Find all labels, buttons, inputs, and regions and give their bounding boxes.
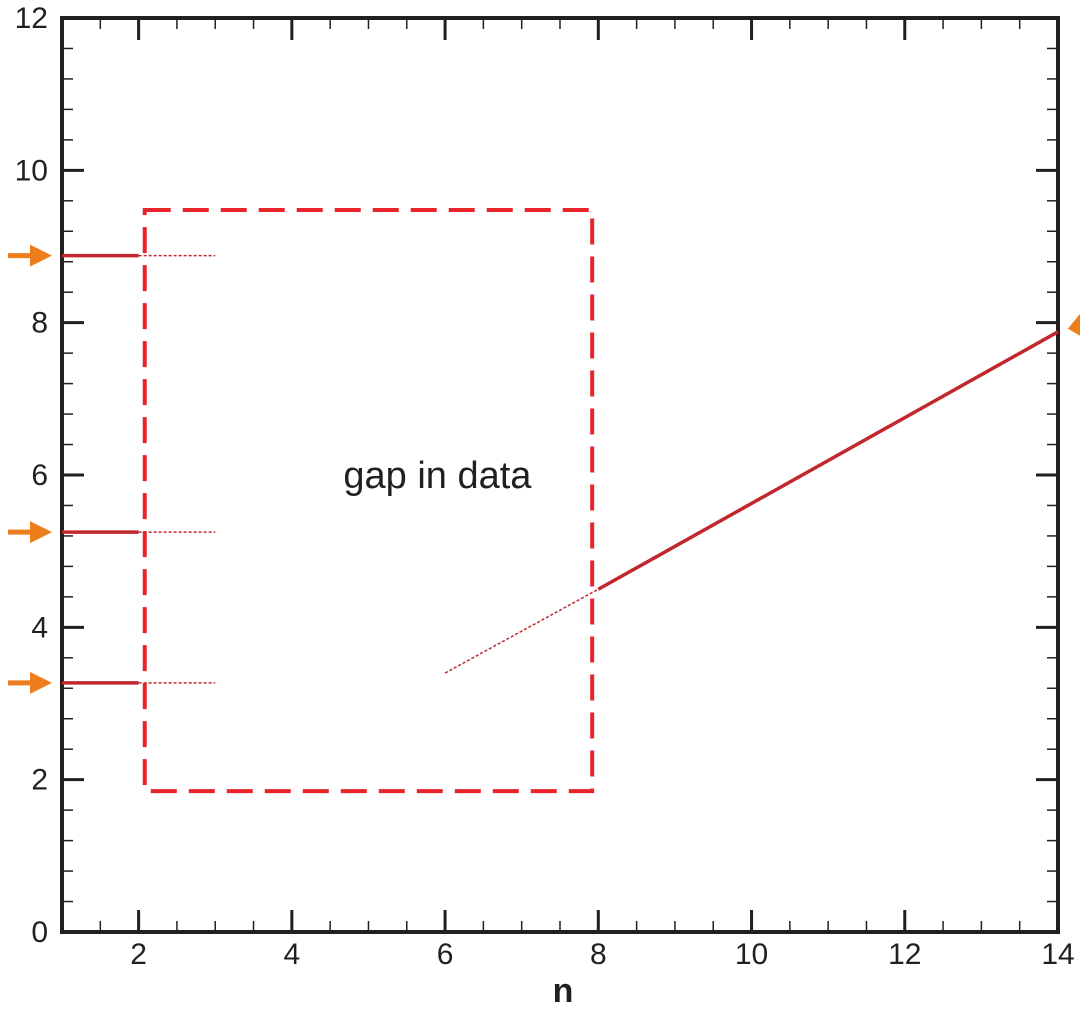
arrow-marker-head [1068, 313, 1080, 336]
y-tick-label: 10 [15, 154, 48, 187]
arrow-marker-head [30, 244, 52, 267]
plot-frame [60, 16, 1060, 934]
plot-border [60, 16, 1060, 934]
x-tick-label: 14 [1041, 938, 1074, 971]
x-tick-label: 2 [130, 938, 147, 971]
series-line-solid [597, 330, 1059, 591]
x-tick-label: 4 [284, 938, 301, 971]
series-line-dotted [444, 588, 599, 674]
y-tick-label: 8 [31, 307, 48, 340]
arrow-marker-head [30, 521, 52, 544]
labels: 2 4 6 8 10 12 14 0 2 4 6 8 10 12 n gap in data [15, 2, 1075, 1010]
y-tick-label: 6 [31, 459, 48, 492]
arrow-markers [8, 244, 1080, 694]
y-tick-label: 0 [31, 916, 48, 949]
gap-rectangle [142, 207, 595, 794]
x-tick-label: 10 [735, 938, 768, 971]
y-tick-label: 12 [15, 2, 48, 35]
x-tick-label: 6 [437, 938, 454, 971]
x-tick-label: 8 [590, 938, 607, 971]
gap-annotation: gap in data [343, 455, 532, 497]
x-tick-label: 12 [888, 938, 921, 971]
y-tick-label: 2 [31, 764, 48, 797]
y-tick-label: 4 [31, 611, 48, 644]
series-group [62, 253, 1059, 685]
gap-box [142, 207, 595, 794]
x-axis-label: n [553, 972, 574, 1010]
arrow-marker-head [30, 671, 52, 694]
axis-ticks [62, 18, 1058, 932]
